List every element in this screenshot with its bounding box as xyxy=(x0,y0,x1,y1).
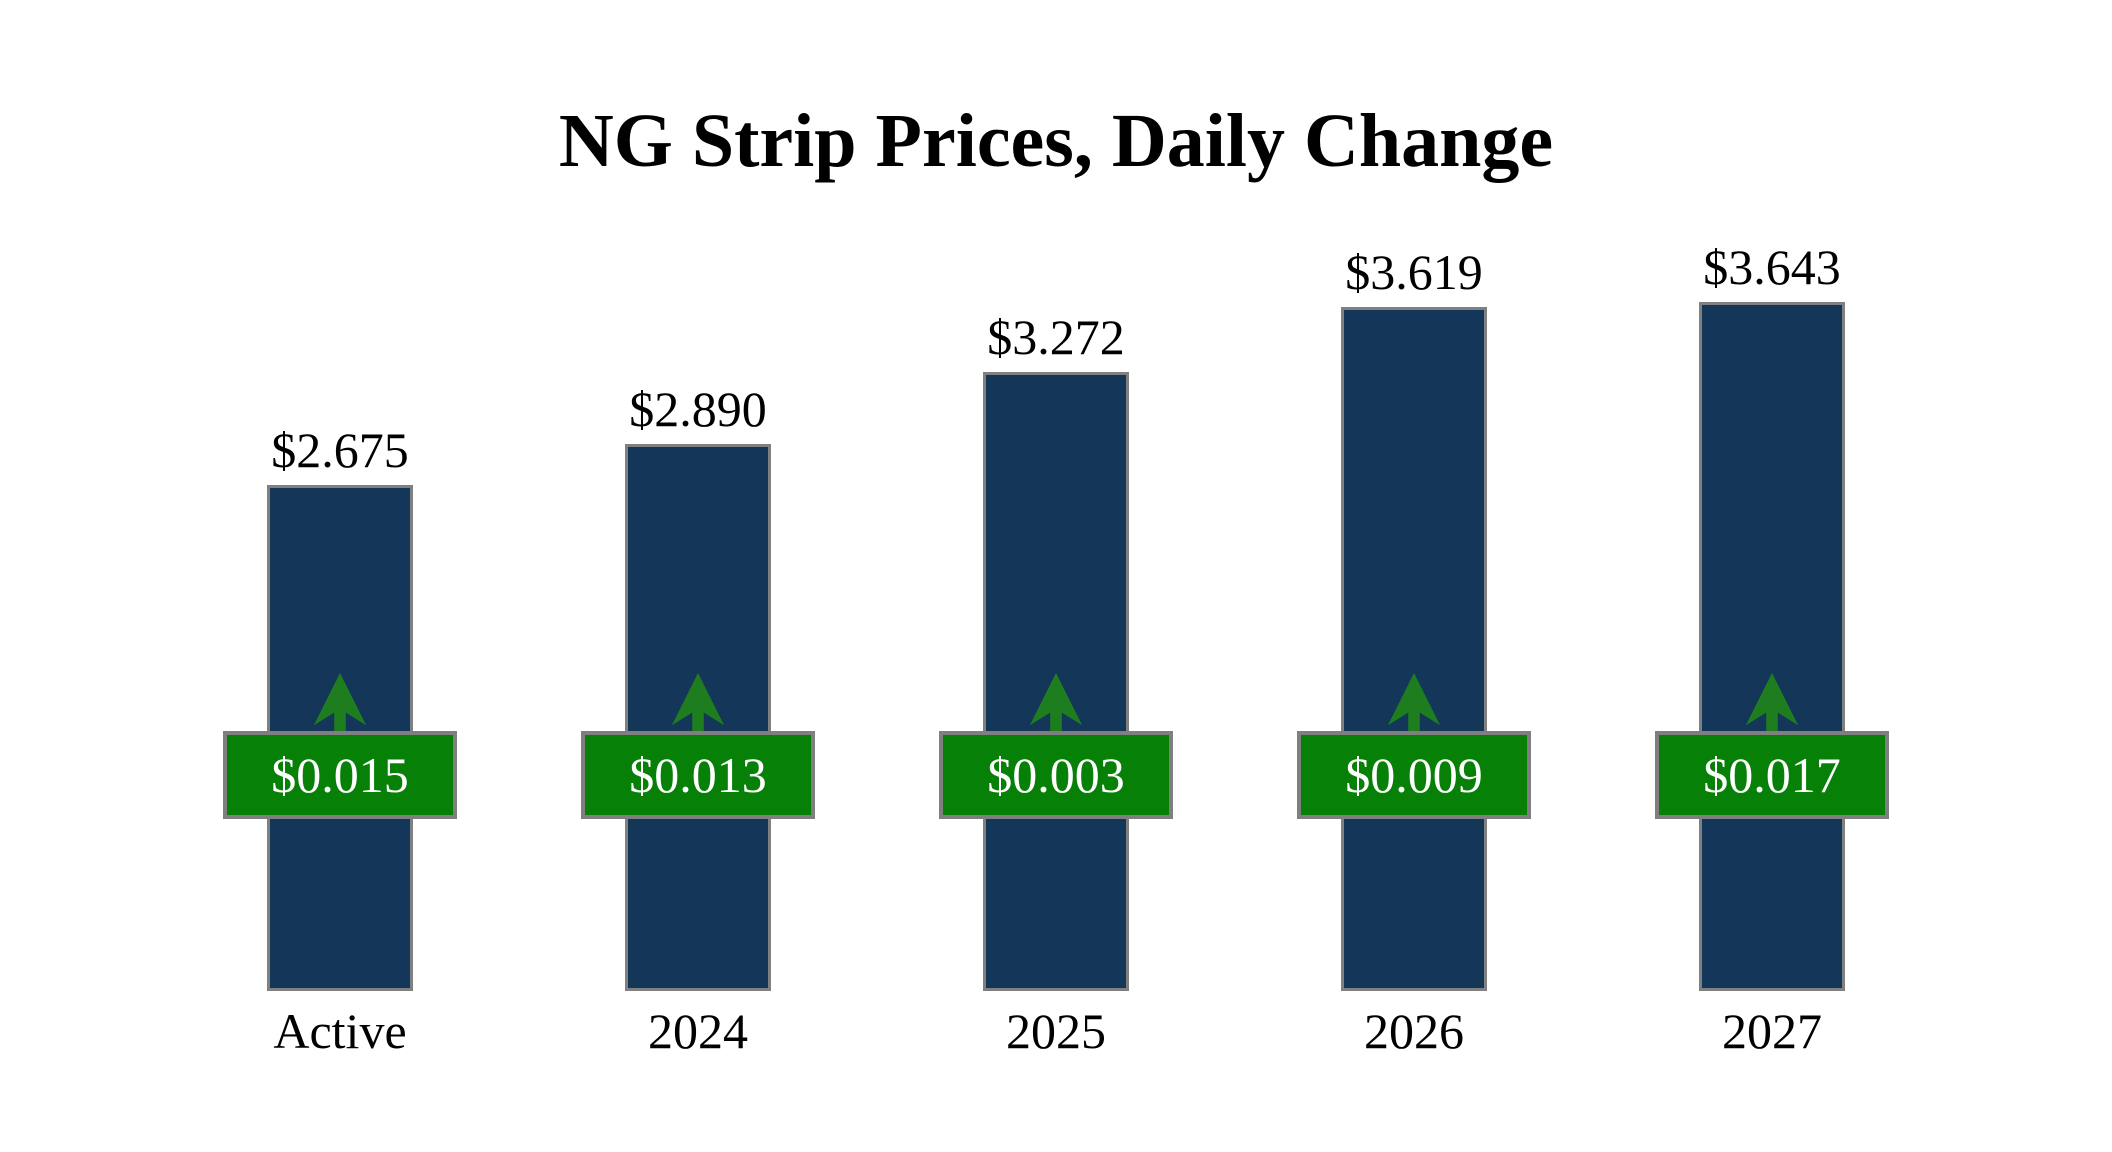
change-badge: $0.013 xyxy=(581,731,815,819)
change-badge-label: $0.003 xyxy=(987,747,1125,803)
up-arrow-icon xyxy=(1029,673,1083,733)
bar-value-label: $3.619 xyxy=(1345,244,1483,300)
price-bar xyxy=(1699,302,1845,991)
change-badge: $0.003 xyxy=(939,731,1173,819)
change-badge: $0.015 xyxy=(223,731,457,819)
category-label: Active xyxy=(273,1003,407,1059)
category-label: 2025 xyxy=(1006,1003,1106,1059)
chart-title: NG Strip Prices, Daily Change xyxy=(558,99,1554,183)
change-badge-label: $0.015 xyxy=(271,747,409,803)
bar-value-label: $2.890 xyxy=(629,381,767,437)
change-badge-label: $0.017 xyxy=(1703,747,1841,803)
up-arrow-icon xyxy=(1745,673,1799,733)
bar-value-label: $3.643 xyxy=(1703,239,1841,295)
change-badge: $0.017 xyxy=(1655,731,1889,819)
category-label: 2024 xyxy=(648,1003,748,1059)
bar-value-label: $2.675 xyxy=(271,422,409,478)
change-badge-label: $0.013 xyxy=(629,747,767,803)
category-label: 2027 xyxy=(1722,1003,1822,1059)
up-arrow-icon xyxy=(1387,673,1441,733)
up-arrow-icon xyxy=(313,673,367,733)
category-label: 2026 xyxy=(1364,1003,1464,1059)
change-badge-label: $0.009 xyxy=(1345,747,1483,803)
change-badge: $0.009 xyxy=(1297,731,1531,819)
bar-value-label: $3.272 xyxy=(987,309,1125,365)
up-arrow-icon xyxy=(671,673,725,733)
price-bar xyxy=(1341,307,1487,991)
